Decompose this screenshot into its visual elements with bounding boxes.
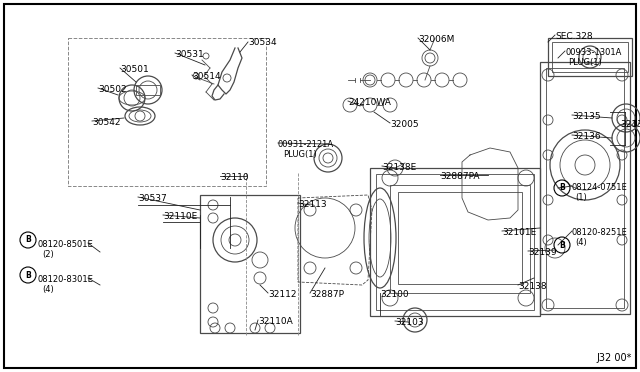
- Bar: [136, 85, 160, 95]
- Text: 32130: 32130: [620, 120, 640, 129]
- Text: 32136: 32136: [572, 132, 600, 141]
- Text: 32110: 32110: [220, 173, 248, 182]
- Bar: [540, 62, 630, 314]
- Text: 32110A: 32110A: [258, 317, 292, 326]
- Text: 32100: 32100: [380, 290, 408, 299]
- Text: 32887PA: 32887PA: [440, 172, 479, 181]
- Text: 32101E: 32101E: [502, 228, 536, 237]
- Bar: [398, 192, 522, 284]
- Bar: [548, 38, 632, 76]
- Text: J32 00*: J32 00*: [596, 353, 632, 363]
- Text: 32110E: 32110E: [163, 212, 197, 221]
- Text: (2): (2): [42, 250, 54, 259]
- Bar: [390, 185, 530, 293]
- Text: 24210WA: 24210WA: [348, 98, 391, 107]
- Text: (4): (4): [575, 238, 587, 247]
- Text: B: B: [559, 183, 565, 192]
- Bar: [370, 168, 540, 316]
- Text: 08120-8251E: 08120-8251E: [572, 228, 628, 237]
- Text: 32112: 32112: [268, 290, 296, 299]
- Bar: [376, 174, 534, 310]
- Text: 32103: 32103: [395, 318, 424, 327]
- Text: 32138E: 32138E: [382, 163, 416, 172]
- Text: 30537: 30537: [138, 194, 167, 203]
- Text: 30542: 30542: [92, 118, 120, 127]
- Text: 32006M: 32006M: [418, 35, 454, 44]
- Text: B: B: [25, 235, 31, 244]
- Text: SEC.328: SEC.328: [555, 32, 593, 41]
- Text: B: B: [559, 241, 565, 250]
- Text: 32138: 32138: [518, 282, 547, 291]
- Text: 00933-1301A: 00933-1301A: [565, 48, 621, 57]
- Bar: [546, 68, 624, 308]
- Text: 32135: 32135: [572, 112, 600, 121]
- Text: (4): (4): [42, 285, 54, 294]
- Bar: [200, 195, 300, 333]
- Text: (1): (1): [575, 193, 587, 202]
- Text: 32139: 32139: [528, 248, 557, 257]
- Text: B: B: [25, 270, 31, 279]
- Bar: [68, 38, 266, 186]
- Text: 32005: 32005: [390, 120, 419, 129]
- Text: 08120-8501E: 08120-8501E: [38, 240, 93, 249]
- Text: 30531: 30531: [175, 50, 204, 59]
- Text: 30514: 30514: [192, 72, 221, 81]
- Text: 08120-8301E: 08120-8301E: [38, 275, 94, 284]
- Text: 30502: 30502: [98, 85, 127, 94]
- Text: 00931-2121A: 00931-2121A: [278, 140, 334, 149]
- Text: PLUG(1): PLUG(1): [568, 58, 602, 67]
- Bar: [552, 42, 628, 72]
- Text: 32113: 32113: [298, 200, 326, 209]
- Text: 32887P: 32887P: [310, 290, 344, 299]
- Text: 08124-0751E: 08124-0751E: [572, 183, 628, 192]
- Text: 30534: 30534: [248, 38, 276, 47]
- Text: 30501: 30501: [120, 65, 148, 74]
- Text: PLUG(1): PLUG(1): [283, 150, 317, 159]
